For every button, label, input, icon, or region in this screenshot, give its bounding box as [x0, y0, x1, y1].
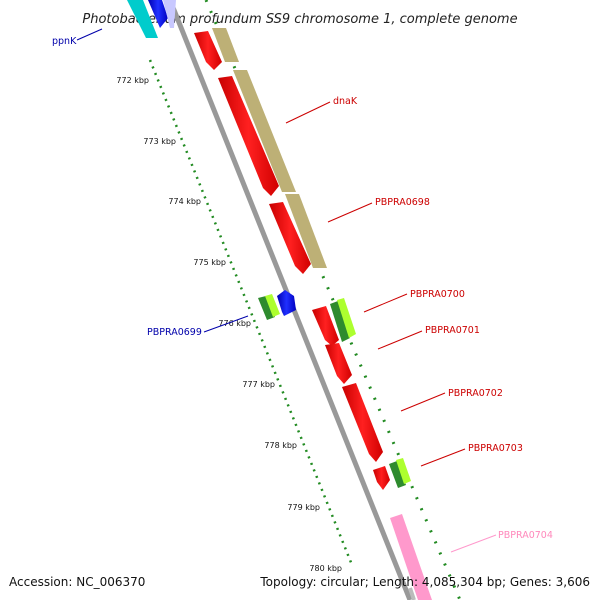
- gene-feature-pbpra0700: [312, 306, 339, 346]
- gene-feature-dnak: [218, 76, 279, 196]
- cog-tan-3: [285, 194, 327, 268]
- cog-green-left-light: [265, 294, 280, 317]
- gene-label-dnak: dnaK: [333, 96, 358, 107]
- tick-label: 775 kbp: [193, 258, 226, 267]
- tick-label: 772 kbp: [116, 76, 149, 85]
- cog-tan-1: [212, 28, 239, 62]
- gene-label-pbpra0701: PBPRA0701: [425, 325, 480, 336]
- cog-green-low-light: [396, 458, 411, 484]
- leader-line: [203, 315, 249, 333]
- leader-line: [327, 202, 373, 223]
- gene-feature-red: [194, 31, 222, 70]
- accession-text: Accession: NC_006370: [9, 575, 145, 589]
- leader-line: [420, 448, 466, 467]
- gene-label-pbpra0698: PBPRA0698: [375, 197, 430, 208]
- gene-feature-pbpra0702: [342, 383, 383, 462]
- gene-feature-pbpra0703: [373, 466, 390, 490]
- gene-feature-blue-top: [148, 0, 168, 28]
- leader-line: [450, 534, 497, 553]
- leader-line: [377, 330, 423, 350]
- tick-label: 777 kbp: [242, 380, 275, 389]
- gene-feature-lavender: [163, 0, 176, 28]
- gene-label-pbpra0702: PBPRA0702: [448, 388, 503, 399]
- gene-feature-pbpra0701: [325, 343, 352, 384]
- gene-label-pbpra0703: PBPRA0703: [468, 443, 523, 454]
- gene-feature-cyan: [127, 0, 158, 38]
- tick-label: 774 kbp: [168, 197, 201, 206]
- tick-label: 773 kbp: [143, 137, 176, 146]
- cog-tan-2: [233, 70, 296, 192]
- leader-line: [400, 392, 446, 412]
- genome-stats-text: Topology: circular; Length: 4,085,304 bp…: [259, 575, 590, 589]
- gene-label-pbpra0704: PBPRA0704: [498, 530, 553, 541]
- cog-green-low: [389, 461, 406, 488]
- leader-line: [285, 101, 331, 124]
- tick-label: 778 kbp: [264, 441, 297, 450]
- tick-label: 776 kbp: [218, 319, 251, 328]
- map-title: Photobacterium profundum SS9 chromosome …: [82, 12, 517, 27]
- gene-feature-pbpra0704: [390, 514, 432, 600]
- cog-green-mid-light: [337, 298, 356, 338]
- tick-label: 779 kbp: [287, 503, 320, 512]
- cog-green-mid: [330, 301, 350, 342]
- gene-label-pbpra0699: PBPRA0699: [147, 327, 202, 338]
- gene-label-ppnk: ppnK: [52, 36, 77, 47]
- gene-label-pbpra0700: PBPRA0700: [410, 289, 465, 300]
- leader-line: [363, 293, 408, 313]
- tick-label: 780 kbp: [309, 564, 342, 573]
- leader-line: [76, 28, 103, 41]
- gene-feature-pbpra0698: [269, 202, 311, 274]
- cog-green-left: [258, 296, 275, 320]
- strand-segment-bottom: [408, 587, 416, 600]
- gene-feature-pbpra0699: [277, 290, 296, 316]
